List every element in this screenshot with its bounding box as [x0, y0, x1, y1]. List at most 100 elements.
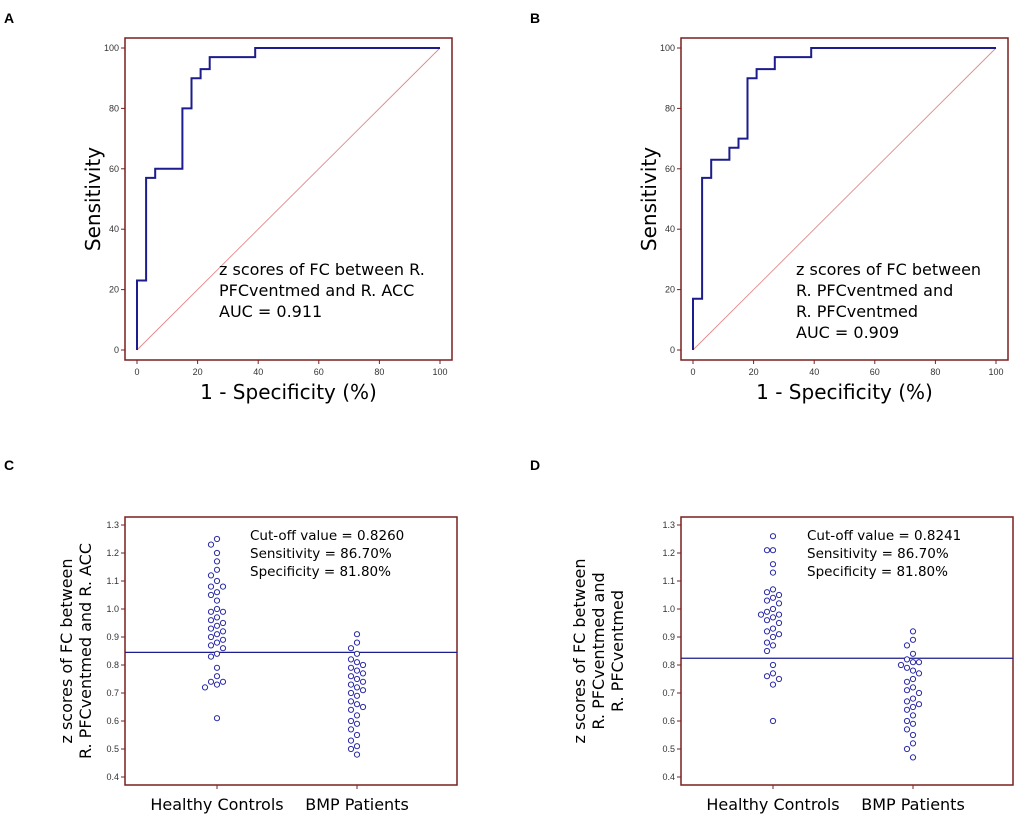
data-point: [769, 614, 777, 621]
data-point: [769, 681, 777, 688]
data-point: [347, 717, 355, 725]
y-tick-label: 80: [665, 103, 675, 113]
plot-frame: [124, 516, 458, 786]
data-point: [775, 591, 783, 599]
roc-annotation-line: AUC = 0.911: [219, 302, 322, 321]
x-tick-label: 80: [930, 367, 940, 377]
data-point: [909, 628, 917, 635]
data-point: [347, 745, 355, 753]
data-point: [347, 689, 355, 697]
data-point: [909, 684, 917, 691]
y-tick-label: 20: [109, 285, 119, 295]
roc-annotation-line: AUC = 0.909: [796, 323, 899, 342]
data-point: [909, 731, 917, 739]
data-point: [903, 664, 911, 671]
y-tick-label: 1.3: [106, 520, 119, 530]
dot-plot-panel-d: 0.4 0.5 0.6 0.7 0.8 0.9 1.0 1.1 1.2 1.3 Healthy Co…: [570, 516, 1014, 814]
roc-curve-line: [692, 47, 996, 350]
data-point: [219, 636, 227, 643]
data-point: [897, 661, 905, 669]
data-point: [769, 625, 777, 632]
reference-diagonal-line: [692, 47, 997, 351]
data-point: [219, 583, 227, 590]
data-point: [213, 577, 221, 585]
panel-letter-a: A: [4, 10, 14, 26]
data-point: [769, 717, 777, 725]
data-point: [903, 656, 911, 663]
x-axis-label: 1 - Specificity (%): [200, 380, 377, 404]
data-point: [769, 586, 777, 593]
roc-annotation-line: PFCventmed and R. ACC: [219, 281, 414, 300]
x-tick-label: 60: [870, 367, 880, 377]
stats-annotation-line: Sensitivity = 86.70%: [250, 546, 392, 562]
data-point: [763, 608, 771, 615]
y-axis-label-line: z scores of FC between: [570, 558, 589, 743]
data-point: [207, 541, 215, 548]
y-axis-label-line: z scores of FC between: [57, 558, 76, 743]
data-point: [201, 684, 209, 691]
y-tick-label: 80: [109, 103, 119, 113]
y-tick-label: 40: [665, 224, 675, 234]
data-point: [775, 600, 783, 607]
x-tick-label: 100: [432, 367, 447, 377]
data-point: [207, 572, 215, 579]
data-point: [769, 533, 777, 540]
y-tick-label: 0: [114, 345, 119, 355]
data-point: [909, 720, 917, 727]
data-point: [769, 561, 777, 568]
data-point: [769, 633, 777, 641]
data-point: [903, 678, 911, 685]
data-point: [213, 673, 221, 680]
roc-panel-a: 0 20 40 60 80 100 0 20 40 60 80 100 z scores of FC b…: [81, 37, 453, 404]
data-point: [213, 597, 221, 604]
data-point: [915, 659, 923, 666]
data-point: [347, 645, 355, 652]
y-tick-label: 0.9: [106, 632, 119, 642]
data-point: [763, 547, 771, 554]
y-tick-label: 0.7: [106, 688, 119, 698]
data-point: [903, 687, 911, 694]
data-point: [347, 706, 355, 713]
y-tick-label: 0.9: [662, 632, 675, 642]
data-point: [775, 631, 783, 638]
x-tick-label: 40: [809, 367, 819, 377]
data-point: [763, 673, 771, 680]
data-point: [213, 549, 221, 557]
data-point: [775, 675, 783, 683]
panel-letter-c: C: [4, 457, 14, 473]
y-tick-label: 100: [104, 43, 119, 53]
data-point: [213, 566, 221, 573]
data-point: [353, 675, 361, 683]
data-point: [903, 698, 911, 705]
data-point: [909, 650, 917, 657]
data-point: [769, 569, 777, 576]
data-point: [213, 639, 221, 646]
data-point: [347, 681, 355, 688]
data-point: [769, 670, 777, 677]
y-axis-label-line: R. PFCventmed and: [589, 572, 608, 729]
y-tick-label: 0.5: [106, 744, 119, 754]
panel-letter-d: D: [530, 457, 540, 473]
data-point: [219, 678, 227, 685]
data-point: [353, 751, 361, 758]
data-point: [915, 689, 923, 697]
data-point: [353, 743, 361, 750]
data-point: [213, 650, 221, 657]
y-axis-label: z scores of FC betweenR. PFCventmed andR…: [570, 558, 627, 743]
data-point: [353, 720, 361, 727]
y-tick-label: 40: [109, 224, 119, 234]
y-axis-label-line: R. PFCventmed and R. ACC: [76, 543, 95, 759]
data-point: [763, 617, 771, 624]
data-point: [213, 622, 221, 629]
data-point: [353, 631, 361, 638]
data-point: [353, 639, 361, 646]
plot-frame: [680, 516, 1014, 786]
data-point: [353, 659, 361, 666]
data-point: [353, 650, 361, 657]
data-point: [763, 589, 771, 596]
y-tick-label: 1.0: [662, 604, 675, 614]
stats-annotation-line: Specificity = 81.80%: [250, 564, 391, 580]
data-point: [213, 715, 221, 722]
y-tick-label: 0.6: [106, 716, 119, 726]
data-point: [213, 589, 221, 596]
